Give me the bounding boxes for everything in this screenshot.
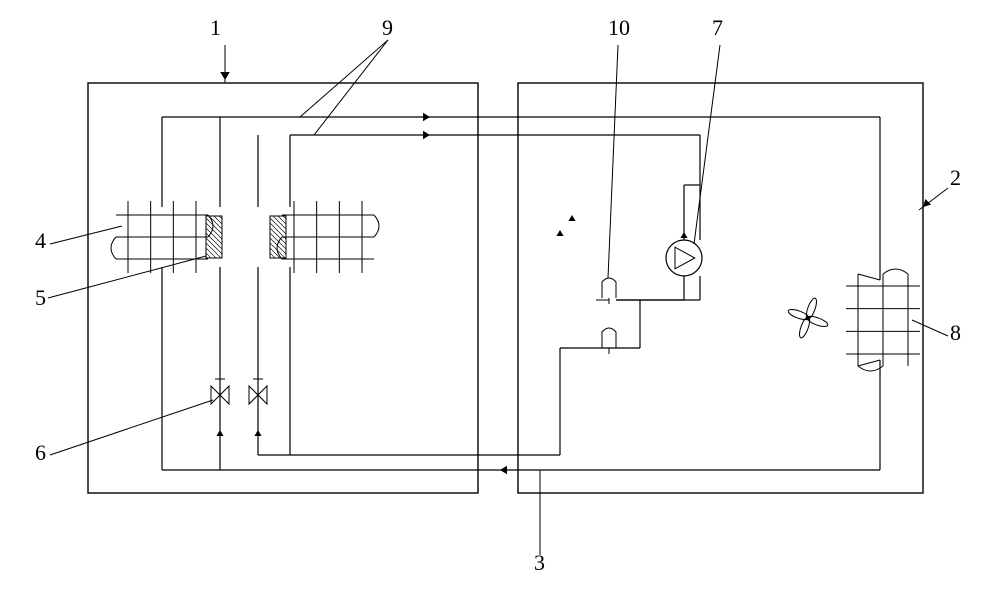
callout-1-text: 1	[210, 15, 221, 40]
evaporator-coil-left	[111, 201, 213, 273]
evaporator-coil-center	[277, 201, 379, 273]
left-chamber	[88, 83, 478, 493]
callout-4-text: 4	[35, 228, 46, 253]
fan-icon	[787, 297, 829, 339]
schematic-diagram: 1 9 10 7 2 4 5 8 6 3	[0, 0, 1000, 594]
callout-8-text: 8	[950, 320, 961, 345]
callout-10-text: 10	[608, 15, 630, 40]
callout-5-text: 5	[35, 285, 46, 310]
callout-4	[50, 226, 122, 244]
callout-5	[48, 256, 206, 298]
callout-7-text: 7	[712, 15, 723, 40]
callout-2-text: 2	[950, 165, 961, 190]
condenser-coil	[846, 269, 920, 371]
right-chamber	[518, 83, 923, 493]
piping	[162, 117, 880, 470]
callout-7	[694, 45, 720, 244]
callout-9-text: 9	[382, 15, 393, 40]
callout-3-text: 3	[534, 550, 545, 575]
callout-10	[608, 45, 618, 278]
callout-6-text: 6	[35, 440, 46, 465]
callout-8	[912, 320, 948, 336]
callout-9	[300, 40, 388, 135]
compressor	[666, 240, 702, 276]
callout-6	[50, 400, 213, 455]
